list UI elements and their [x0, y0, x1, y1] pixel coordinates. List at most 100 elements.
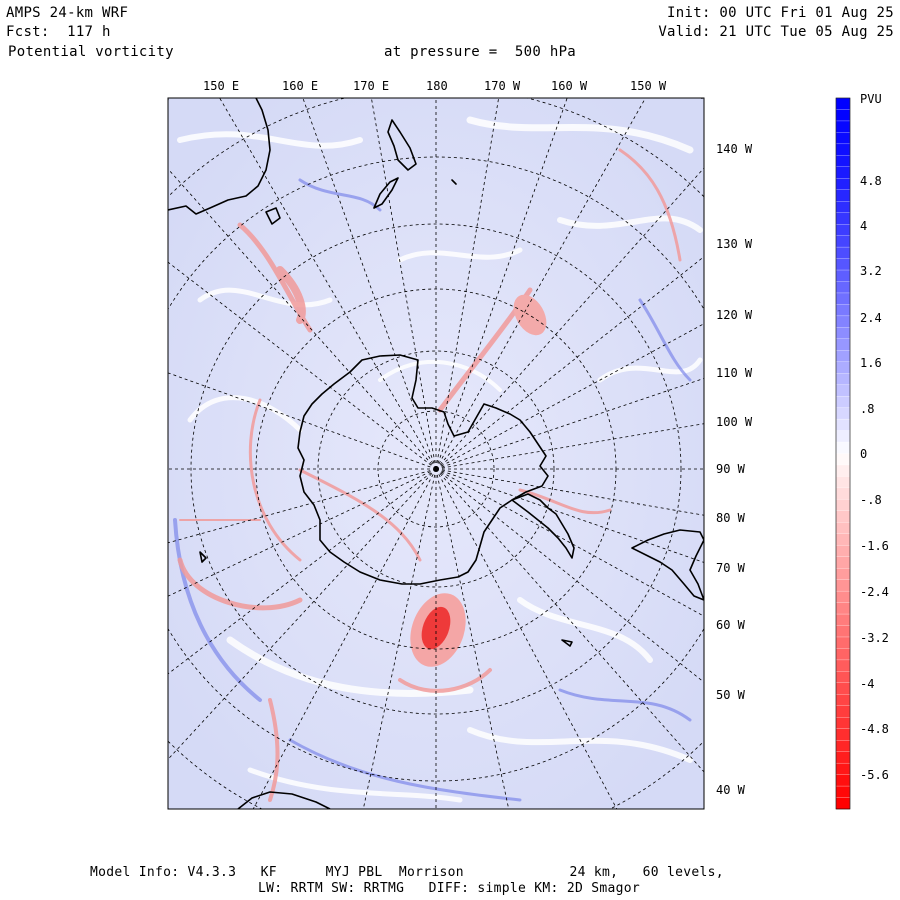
south-america-coastline	[631, 529, 704, 601]
forecast-hour: Fcst: 117 h	[6, 24, 111, 40]
colorbar-cell	[835, 751, 851, 764]
lon-label: 40 W	[716, 783, 746, 797]
colorbar-cell	[835, 212, 851, 225]
colorbar-cell	[835, 728, 851, 741]
colorbar-cell	[835, 143, 851, 156]
colorbar-cell	[835, 613, 851, 627]
colorbar-cell	[835, 464, 851, 477]
colorbar-cell	[835, 694, 851, 707]
australia-coastline	[168, 98, 271, 215]
colorbar-cell	[835, 556, 851, 569]
colorbar-cell	[835, 258, 851, 271]
colorbar-cell	[835, 166, 851, 179]
lon-label: 170 W	[484, 79, 521, 93]
lon-label: 120 W	[716, 308, 753, 322]
lon-label: 140 W	[716, 142, 753, 156]
antarctica-coastline	[297, 354, 549, 585]
colorbar-cell	[835, 97, 851, 111]
lon-label: 150 W	[630, 79, 667, 93]
colorbar-label: .8	[860, 402, 874, 416]
colorbar-cell	[835, 659, 851, 672]
colorbar-cell	[835, 189, 851, 202]
model-title: AMPS 24-km WRF	[6, 5, 129, 21]
colorbar-cell	[835, 602, 851, 615]
colorbar-cell	[835, 155, 851, 168]
colorbar-cell	[835, 579, 851, 592]
colorbar-title: PVU	[860, 92, 882, 106]
colorbar-cell	[835, 430, 851, 443]
top-longitude-labels: 150 E 160 E 170 E 180 170 W 160 W 150 W	[203, 79, 667, 93]
new-zealand-coastline	[387, 119, 417, 171]
pv-red-filaments	[177, 148, 682, 802]
colorbar-label: 4.8	[860, 174, 882, 188]
lon-label: 160 W	[551, 79, 588, 93]
colorbar-frame	[835, 97, 851, 810]
colorbar-cell	[835, 740, 851, 753]
colorbar-label: 4	[860, 219, 867, 233]
colorbar-label: -1.6	[860, 539, 889, 553]
colorbar-cell	[835, 682, 851, 695]
colorbar-cell	[835, 109, 851, 122]
lon-label: 130 W	[716, 237, 753, 251]
colorbar-cell	[835, 785, 851, 799]
colorbar-cell	[835, 545, 851, 558]
colorbar-label: -3.2	[860, 631, 889, 645]
colorbar-cell	[835, 304, 851, 317]
colorbar-cell	[835, 499, 851, 512]
colorbar-cell	[835, 223, 851, 237]
colorbar-cell	[835, 797, 851, 810]
colorbar-cell	[835, 533, 851, 546]
colorbar-label: -2.4	[860, 585, 889, 599]
pv-blue-filaments	[173, 178, 692, 802]
colorbar-cell	[835, 281, 851, 294]
colorbar-cell	[835, 269, 851, 283]
model-info-line1: Model Info: V4.3.3 KF MYJ PBL Morrison 2…	[90, 865, 724, 880]
init-time: Init: 00 UTC Fri 01 Aug 25	[667, 5, 894, 21]
colorbar-label: -.8	[860, 493, 882, 507]
colorbar-label: -4	[860, 677, 874, 691]
colorbar-cell	[835, 625, 851, 638]
colorbar-cell	[835, 120, 851, 133]
colorbar-cell	[835, 705, 851, 718]
meridians	[168, 98, 704, 809]
lon-label: 170 E	[353, 79, 389, 93]
lon-label: 50 W	[716, 688, 746, 702]
lon-label: 80 W	[716, 511, 746, 525]
lon-label: 110 W	[716, 366, 753, 380]
valid-time: Valid: 21 UTC Tue 05 Aug 25	[658, 24, 894, 40]
colorbar-cell	[835, 453, 851, 466]
lon-label: 60 W	[716, 618, 746, 632]
pressure-level: at pressure = 500 hPa	[384, 44, 577, 60]
colorbar-cell	[835, 384, 851, 397]
colorbar-label: 1.6	[860, 356, 882, 370]
colorbar-label: -4.8	[860, 722, 889, 736]
colorbar-label: 3.2	[860, 264, 882, 278]
colorbar-cell	[835, 246, 851, 260]
colorbar-cell	[835, 292, 851, 305]
colorbar-cell	[835, 350, 851, 363]
colorbar-cell	[835, 774, 851, 787]
lon-label: 160 E	[282, 79, 318, 93]
colorbar-cell	[835, 338, 851, 351]
model-info-line2: LW: RRTM SW: RRTMG DIFF: simple KM: 2D S…	[258, 881, 640, 896]
colorbar-cell	[835, 132, 851, 145]
lon-label: 100 W	[716, 415, 753, 429]
colorbar-cell	[835, 568, 851, 581]
colorbar-cell	[835, 178, 851, 191]
lon-label: 150 E	[203, 79, 239, 93]
colorbar-cell	[835, 510, 851, 523]
colorbar-cell	[835, 396, 851, 409]
colorbar-cell	[835, 441, 851, 455]
lon-label: 180	[426, 79, 448, 93]
colorbar-cell	[835, 315, 851, 328]
coastlines	[168, 98, 704, 809]
colorbar-label: 2.4	[860, 311, 882, 325]
colorbar-cell	[835, 717, 851, 730]
lon-label: 70 W	[716, 561, 746, 575]
colorbar: PVU 4.8 4 3.2 2.4 1.6 .8 0 -.8 -1.6 -2.4…	[835, 92, 889, 810]
colorbar-cell	[835, 590, 851, 604]
field-name: Potential vorticity	[8, 44, 174, 60]
colorbar-cell	[835, 235, 851, 248]
colorbar-cell	[835, 762, 851, 776]
